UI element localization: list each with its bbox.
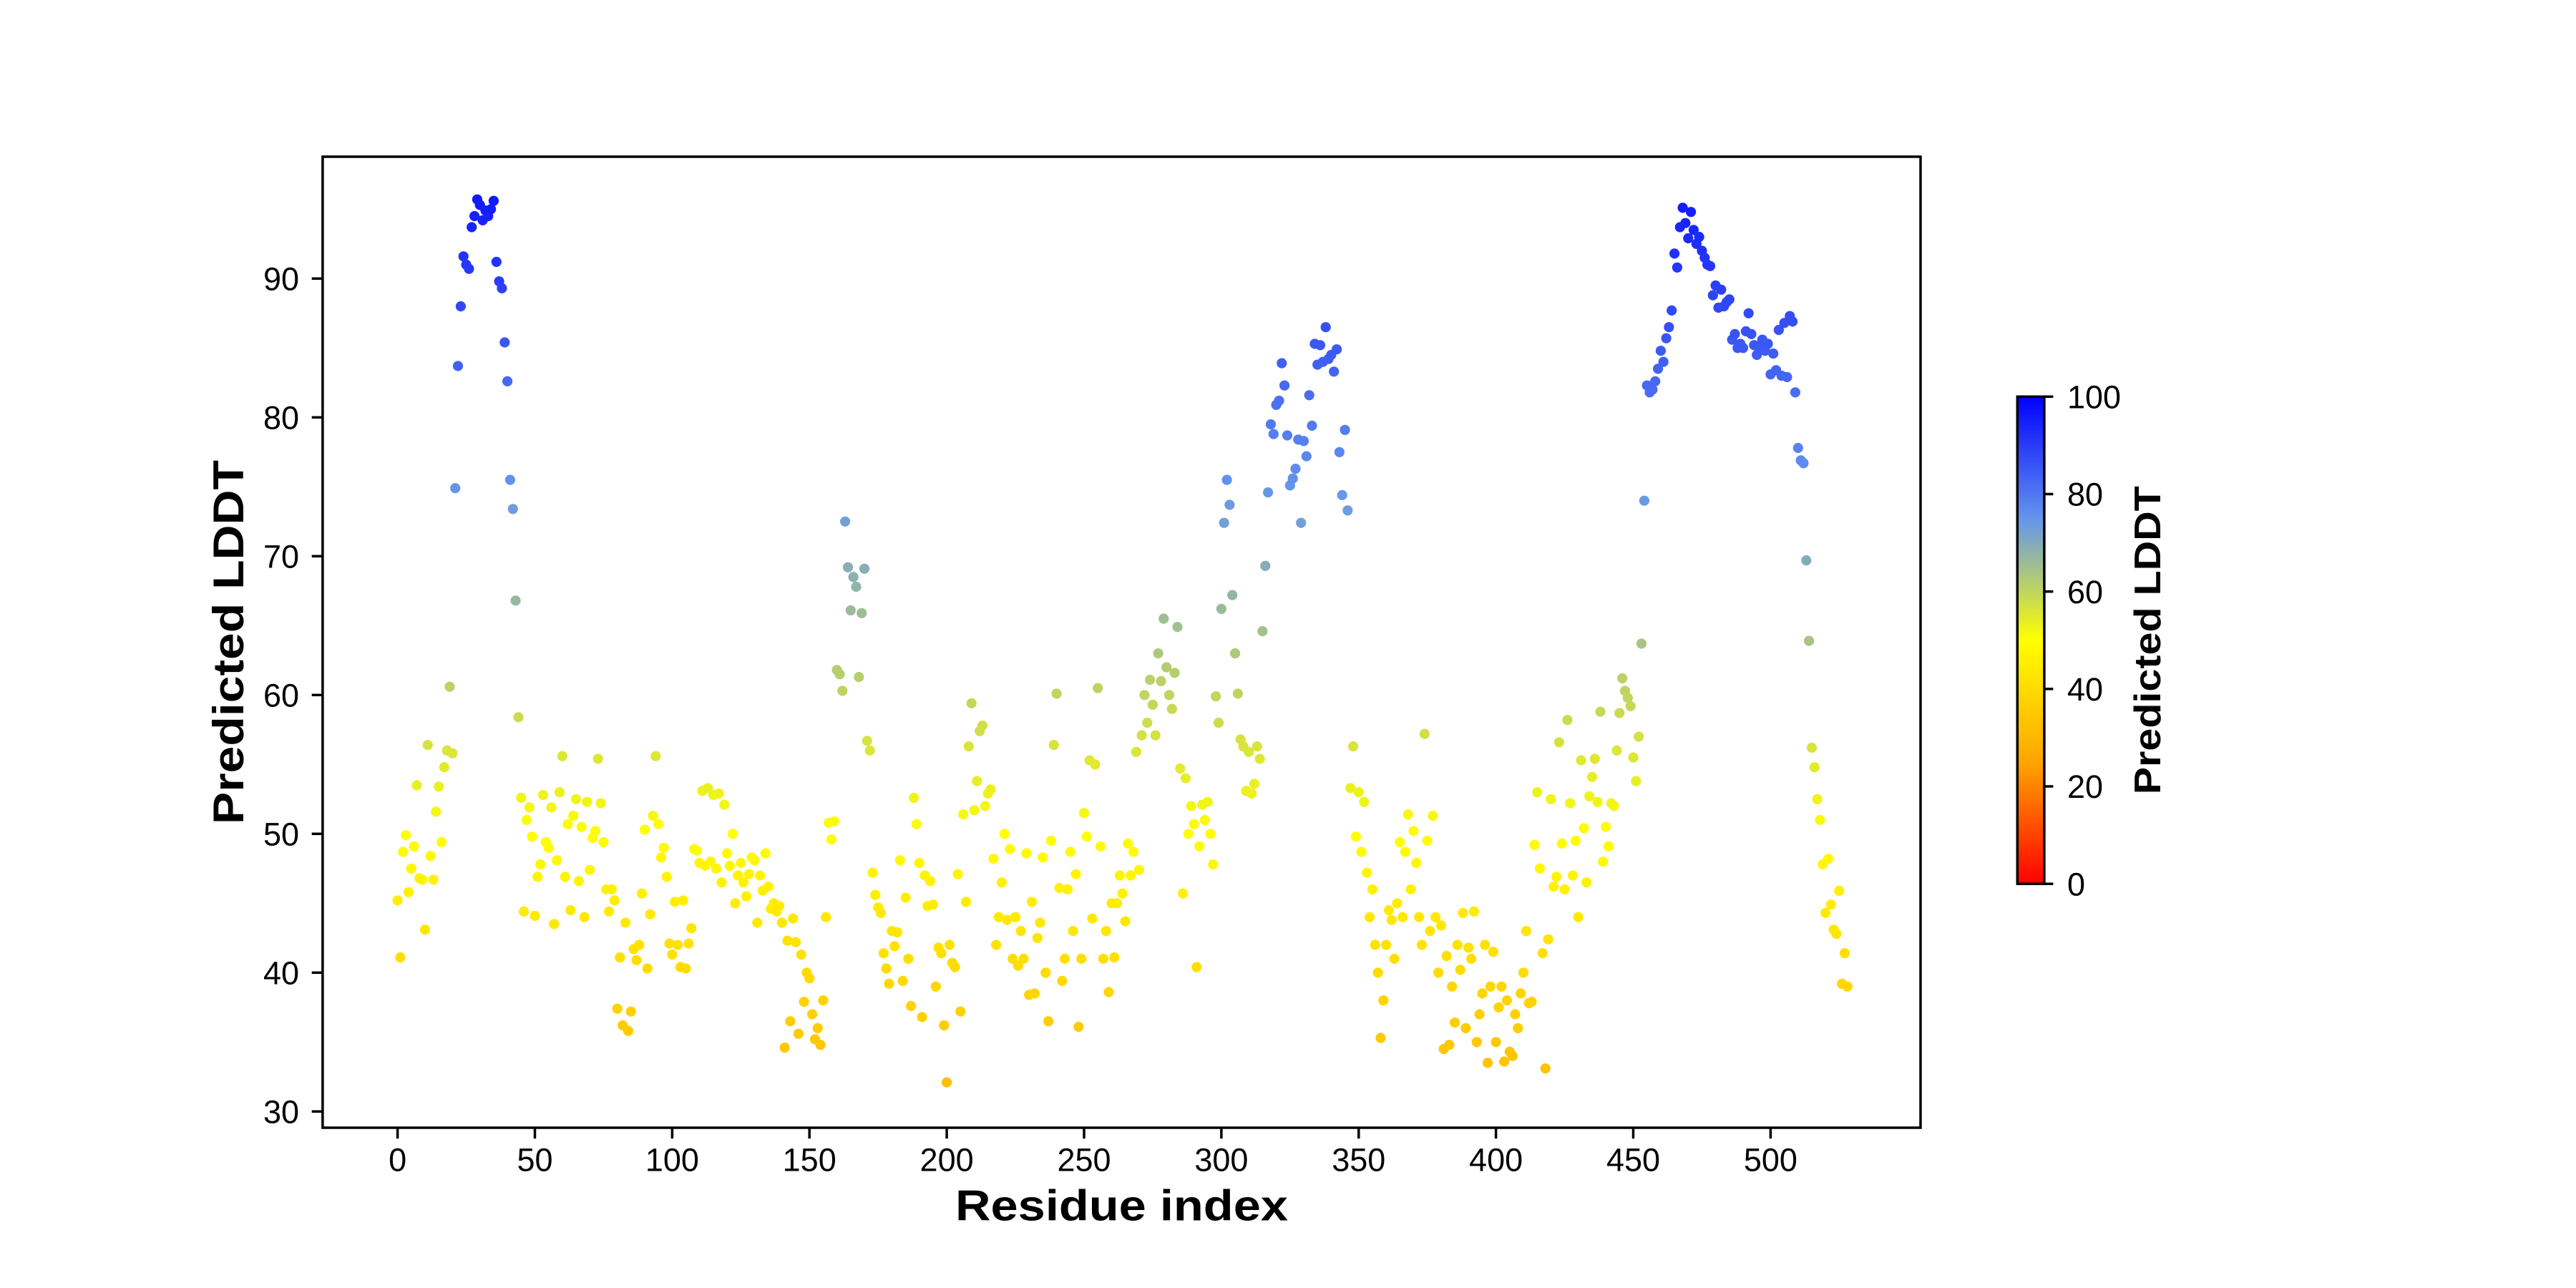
svg-text:450: 450 (1606, 1142, 1660, 1179)
svg-text:100: 100 (645, 1142, 699, 1179)
svg-text:30: 30 (263, 1093, 299, 1130)
svg-text:70: 70 (263, 538, 299, 575)
svg-text:50: 50 (263, 816, 299, 852)
svg-text:40: 40 (263, 955, 299, 991)
svg-text:90: 90 (263, 260, 299, 297)
svg-text:80: 80 (2067, 477, 2103, 513)
svg-text:50: 50 (517, 1142, 552, 1179)
svg-text:Residue index: Residue index (955, 1181, 1288, 1229)
svg-text:350: 350 (1332, 1142, 1385, 1179)
svg-text:Predicted LDDT: Predicted LDDT (205, 460, 253, 824)
svg-text:0: 0 (2067, 866, 2085, 902)
svg-text:100: 100 (2067, 379, 2121, 415)
svg-text:60: 60 (2067, 574, 2103, 610)
svg-text:20: 20 (2067, 769, 2103, 805)
svg-text:Predicted LDDT: Predicted LDDT (2127, 486, 2169, 794)
svg-text:40: 40 (2067, 671, 2103, 708)
svg-text:300: 300 (1194, 1142, 1248, 1179)
svg-text:400: 400 (1469, 1142, 1523, 1179)
svg-text:60: 60 (263, 677, 299, 713)
svg-text:150: 150 (783, 1142, 836, 1179)
svg-text:80: 80 (263, 399, 299, 436)
svg-text:200: 200 (920, 1142, 974, 1179)
svg-text:0: 0 (389, 1142, 406, 1179)
svg-text:500: 500 (1744, 1142, 1797, 1179)
svg-text:250: 250 (1057, 1142, 1111, 1179)
